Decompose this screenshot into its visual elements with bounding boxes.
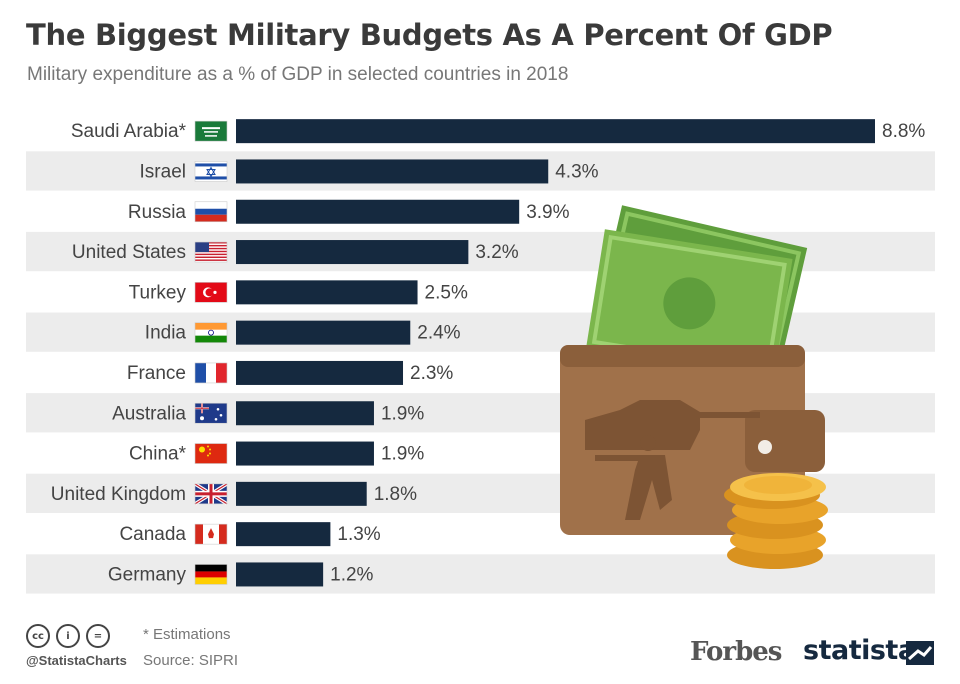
category-label: Turkey: [129, 282, 187, 303]
israel-flag-icon: [194, 161, 228, 182]
france-flag-icon: [194, 362, 228, 384]
value-label: 1.9%: [381, 403, 424, 424]
category-label: Australia: [112, 403, 186, 424]
value-label: 2.4%: [417, 323, 460, 344]
value-label: 2.5%: [425, 282, 468, 303]
twitter-handle: @StatistaCharts: [26, 653, 127, 668]
bar: [236, 562, 324, 587]
china-flag-icon: [194, 443, 228, 464]
bar: [236, 522, 331, 547]
cc-icon: cc: [26, 624, 50, 648]
united-states-flag-icon: [194, 241, 228, 263]
value-label: 8.8%: [882, 121, 925, 142]
bar: [236, 441, 374, 466]
value-label: 1.2%: [330, 564, 373, 585]
value-label: 1.8%: [374, 484, 417, 505]
bar: [236, 320, 411, 345]
bar: [236, 401, 374, 426]
russia-flag-icon: [194, 201, 228, 223]
saudi-arabia-flag-icon: [194, 120, 228, 142]
by-icon: i: [56, 624, 80, 648]
category-label: United Kingdom: [51, 484, 186, 505]
bar: [236, 119, 875, 144]
category-label: Canada: [119, 524, 186, 545]
chart-subtitle: Military expenditure as a % of GDP in se…: [27, 64, 569, 85]
bar-chart: Saudi Arabia* 8.8% Israel 4.3% Russia 3.9% Uni…: [26, 119, 935, 594]
source-note: Source: SIPRI: [143, 652, 239, 669]
bar: [236, 159, 549, 184]
value-label: 1.3%: [337, 524, 380, 545]
statista-mark-icon: [906, 641, 934, 665]
value-label: 1.9%: [381, 444, 424, 465]
bar: [236, 360, 404, 385]
nd-icon: =: [86, 624, 110, 648]
turkey-flag-icon: [194, 282, 228, 303]
category-label: Israel: [140, 161, 186, 182]
value-label: 3.9%: [526, 202, 569, 223]
germany-flag-icon: [194, 564, 228, 585]
canada-flag-icon: [194, 523, 228, 545]
value-label: 4.3%: [555, 161, 598, 182]
category-label: Saudi Arabia*: [71, 121, 187, 142]
forbes-logo: Forbes: [690, 637, 782, 667]
india-flag-icon: [194, 322, 228, 343]
united-kingdom-flag-icon: [194, 482, 228, 506]
category-label: United States: [72, 242, 186, 263]
bar: [236, 280, 418, 305]
statista-logo: statista: [803, 635, 916, 666]
category-label: France: [127, 363, 186, 384]
wallet-illustration: [560, 205, 828, 569]
bar: [236, 481, 367, 506]
bar: [236, 240, 469, 265]
australia-flag-icon: [194, 402, 228, 424]
license-icons: cc i =: [26, 624, 110, 648]
category-label: Germany: [108, 564, 187, 585]
bar: [236, 199, 520, 224]
value-label: 3.2%: [475, 242, 518, 263]
category-label: China*: [129, 444, 187, 465]
estimation-note: * Estimations: [143, 626, 231, 643]
category-label: India: [145, 323, 187, 344]
category-label: Russia: [128, 202, 187, 223]
chart-title: The Biggest Military Budgets As A Percen…: [26, 18, 833, 52]
value-label: 2.3%: [410, 363, 453, 384]
